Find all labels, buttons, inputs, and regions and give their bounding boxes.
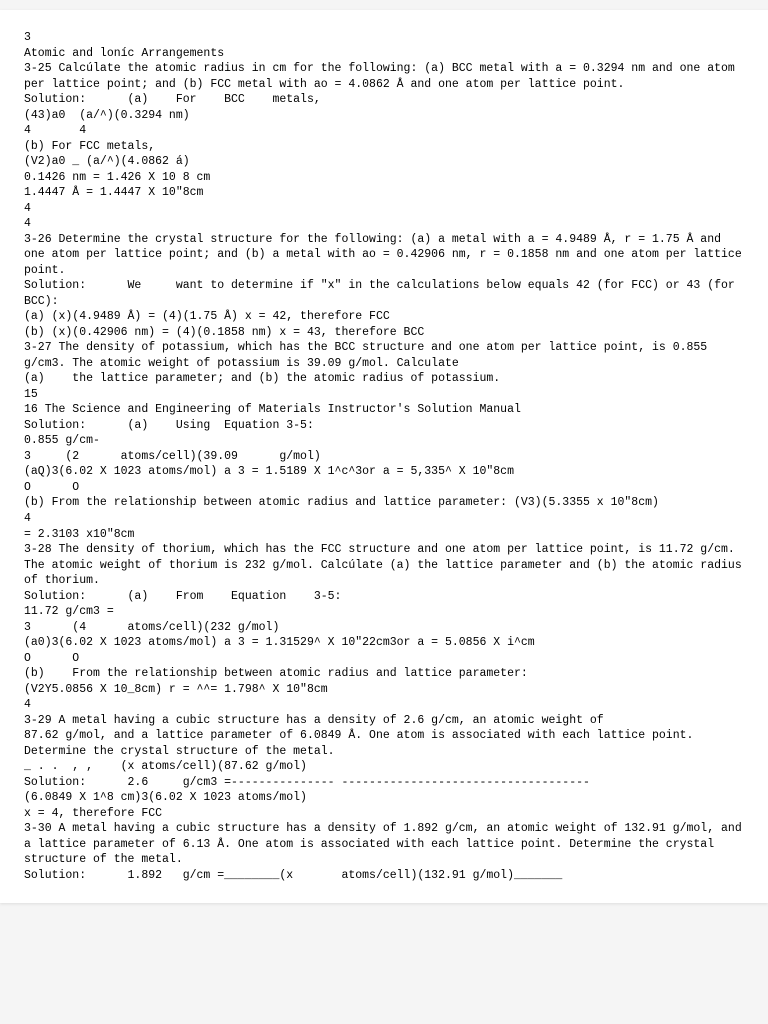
text-line: (b) From the relationship between atomic… [24, 666, 744, 682]
text-line: 3 [24, 30, 744, 46]
text-line: 3-30 A metal having a cubic structure ha… [24, 821, 744, 868]
text-line: (V2Y5.0856 X 10_8cm) r = ^^= 1.798^ X 10… [24, 682, 744, 698]
text-line: Solution: (a) Using Equation 3-5: [24, 418, 744, 434]
text-line: 3 (2 atoms/cell)(39.09 g/mol) [24, 449, 744, 465]
text-line: 3-28 The density of thorium, which has t… [24, 542, 744, 589]
text-line: Solution: We want to determine if "x" in… [24, 278, 744, 309]
text-line: O O [24, 480, 744, 496]
text-line: 4 [24, 511, 744, 527]
text-line: (a) (x)(4.9489 Å) = (4)(1.75 Å) x = 42, … [24, 309, 744, 325]
text-line: (6.0849 X 1^8 cm)3(6.02 X 1023 atoms/mol… [24, 790, 744, 806]
text-line: Solution: 2.6 g/cm3 =--------------- ---… [24, 775, 744, 791]
text-line: 3-29 A metal having a cubic structure ha… [24, 713, 744, 729]
text-line: 1.4447 Å = 1.4447 X 10"8cm [24, 185, 744, 201]
text-line: Solution: (a) For BCC metals, [24, 92, 744, 108]
text-line: (b) (x)(0.42906 nm) = (4)(0.1858 nm) x =… [24, 325, 744, 341]
text-line: 16 The Science and Engineering of Materi… [24, 402, 744, 418]
text-line: 3-27 The density of potassium, which has… [24, 340, 744, 371]
text-line: = 2.3103 x10"8cm [24, 527, 744, 543]
text-line: (a0)3(6.02 X 1023 atoms/mol) a 3 = 1.315… [24, 635, 744, 651]
text-line: 11.72 g/cm3 = [24, 604, 744, 620]
text-line: Atomic and loníc Arrangements [24, 46, 744, 62]
text-line: x = 4, therefore FCC [24, 806, 744, 822]
document-page: 3Atomic and loníc Arrangements3-25 Calc… [0, 10, 768, 903]
text-line: 3-26 Determine the crystal structure for… [24, 232, 744, 279]
document-body: 3Atomic and loníc Arrangements3-25 Calc… [24, 30, 744, 883]
text-line: 87.62 g/mol, and a lattice parameter of … [24, 728, 744, 759]
text-line: (43)a0 (a/^)(0.3294 nm) [24, 108, 744, 124]
text-line: 4 [24, 697, 744, 713]
text-line: (aQ)3(6.02 X 1023 atoms/mol) a 3 = 1.518… [24, 464, 744, 480]
text-line: 4 [24, 216, 744, 232]
text-line: (b) From the relationship between atomic… [24, 495, 744, 511]
text-line: 4 4 [24, 123, 744, 139]
text-line: (a) the lattice parameter; and (b) the a… [24, 371, 744, 387]
text-line: 0.855 g/cm- [24, 433, 744, 449]
text-line: 15 [24, 387, 744, 403]
text-line: 3 (4 atoms/cell)(232 g/mol) [24, 620, 744, 636]
text-line: 3-25 Calcúlate the atomic radius in cm f… [24, 61, 744, 92]
text-line: _ . . , , (x atoms/cell)(87.62 g/mol) [24, 759, 744, 775]
text-line: Solution: (a) From Equation 3-5: [24, 589, 744, 605]
text-line: (V2)a0 _ (a/^)(4.0862 á) [24, 154, 744, 170]
text-line: (b) For FCC metals, [24, 139, 744, 155]
text-line: 0.1426 nm = 1.426 X 10 8 cm [24, 170, 744, 186]
text-line: O O [24, 651, 744, 667]
text-line: Solution: 1.892 g/cm =________(x atoms/c… [24, 868, 744, 884]
text-line: 4 [24, 201, 744, 217]
